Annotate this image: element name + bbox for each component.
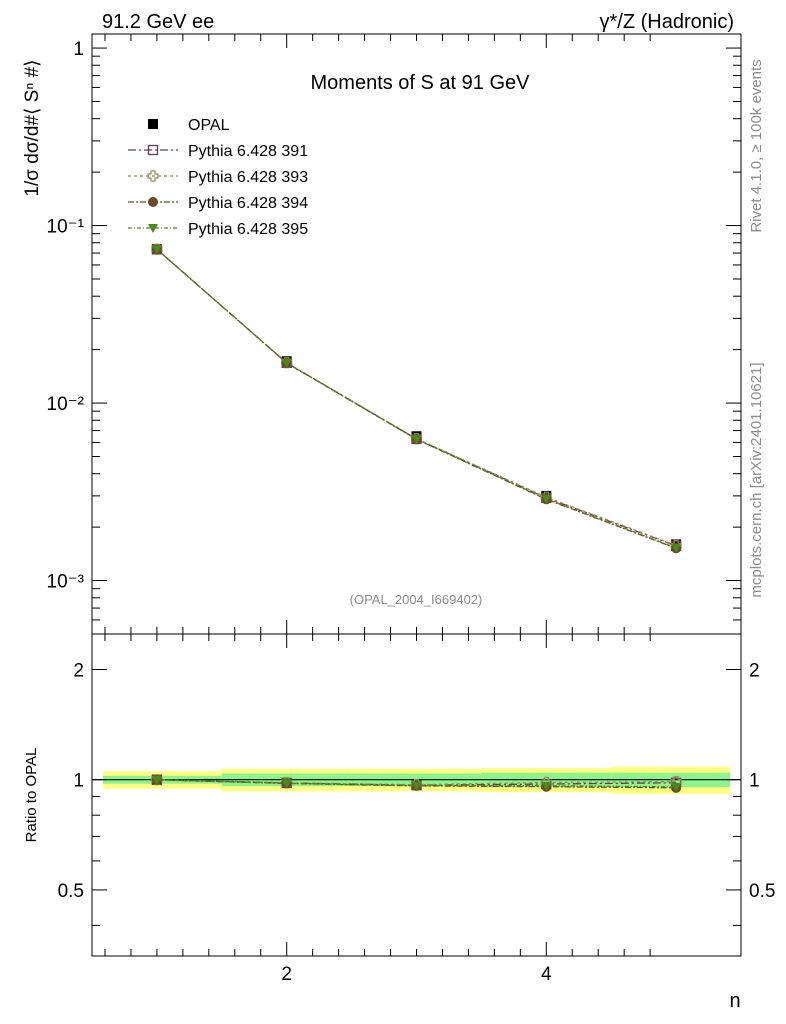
x-axis-label: n	[729, 990, 740, 1012]
x-tick-label: 4	[541, 964, 552, 985]
analysis-tag: (OPAL_2004_I669402)	[350, 592, 483, 607]
ratio-point-mc4	[411, 781, 422, 791]
header-right: γ*/Z (Hadronic)	[600, 11, 734, 33]
ratio-y-tick-label: 1	[73, 771, 84, 792]
ratio-point-mc4	[541, 781, 552, 791]
ratio-y-tick-label: 2	[73, 660, 84, 681]
ratio-line-4	[156, 779, 677, 788]
series-markers	[151, 243, 682, 554]
series-line-2	[156, 248, 677, 546]
ratio-plot-frame	[91, 633, 742, 957]
ratio-y-tick-label-right: 2	[749, 660, 760, 681]
legend: OPAL Pythia 6.428 391 Pythia 6.428 393 Pyth…	[128, 117, 308, 238]
ratio-series-lines	[151, 774, 682, 793]
legend-label: Pythia 6.428 393	[188, 169, 308, 186]
ratio-y-tick-label-right: 0.5	[749, 881, 775, 902]
ratio-line-3	[156, 779, 677, 789]
data-point-mc4	[671, 543, 682, 553]
y-tick-label: 10⁻¹	[47, 217, 85, 238]
legend-marker	[148, 197, 158, 207]
y-tick-label: 10⁻³	[47, 572, 85, 593]
axis-ticks: 2 4 1 10⁻¹ 10⁻² 10⁻³ 2 2 1 1 0.5 0.5	[47, 34, 775, 985]
legend-label: Pythia 6.428 391	[188, 143, 308, 160]
y-tick-label: 1	[73, 39, 84, 60]
ratio-y-tick-label: 0.5	[58, 881, 84, 902]
ratio-point-mc4	[671, 782, 682, 792]
legend-label: Pythia 6.428 395	[188, 221, 308, 238]
data-point-mc4	[411, 435, 422, 445]
ratio-y-axis-label: Ratio to OPAL	[23, 748, 40, 843]
legend-marker	[147, 144, 159, 156]
mcplots-label: mcplots.cern.ch [arXiv:2401.10621]	[748, 362, 765, 597]
chart-title: Moments of S at 91 GeV	[311, 72, 531, 94]
ratio-y-tick-label-right: 1	[749, 771, 760, 792]
y-tick-label: 10⁻²	[47, 394, 85, 415]
series-lines	[156, 248, 677, 549]
series-line-4	[156, 248, 677, 549]
legend-marker	[148, 224, 158, 233]
data-point-mc4	[541, 494, 552, 504]
legend-label: Pythia 6.428 394	[188, 195, 308, 212]
data-point-mc4	[281, 358, 292, 368]
legend-label: OPAL	[188, 117, 230, 134]
legend-marker	[147, 170, 159, 182]
x-tick-label: 2	[281, 964, 292, 985]
legend-marker	[148, 119, 158, 129]
y-axis-label: 1/σ dσ/d#⟨ Sⁿ #⟩	[22, 59, 43, 196]
data-point-mc4	[151, 245, 162, 255]
rivet-version-label: Rivet 4.1.0, ≥ 100k events	[748, 59, 765, 232]
ratio-point-mc4	[281, 779, 292, 789]
series-line-3	[156, 248, 677, 549]
header-left: 91.2 GeV ee	[102, 11, 214, 33]
ratio-point-mc4	[151, 775, 162, 785]
series-line-1	[156, 248, 677, 547]
